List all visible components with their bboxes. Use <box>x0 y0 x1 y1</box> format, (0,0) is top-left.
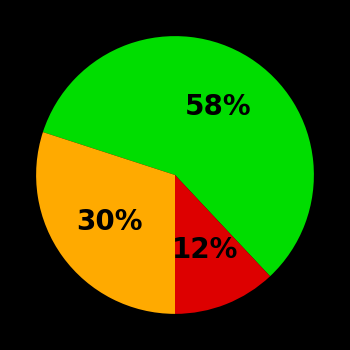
Wedge shape <box>175 175 270 314</box>
Text: 30%: 30% <box>77 208 143 236</box>
Wedge shape <box>43 36 314 276</box>
Wedge shape <box>36 132 175 314</box>
Text: 12%: 12% <box>172 236 238 264</box>
Text: 58%: 58% <box>185 93 252 121</box>
